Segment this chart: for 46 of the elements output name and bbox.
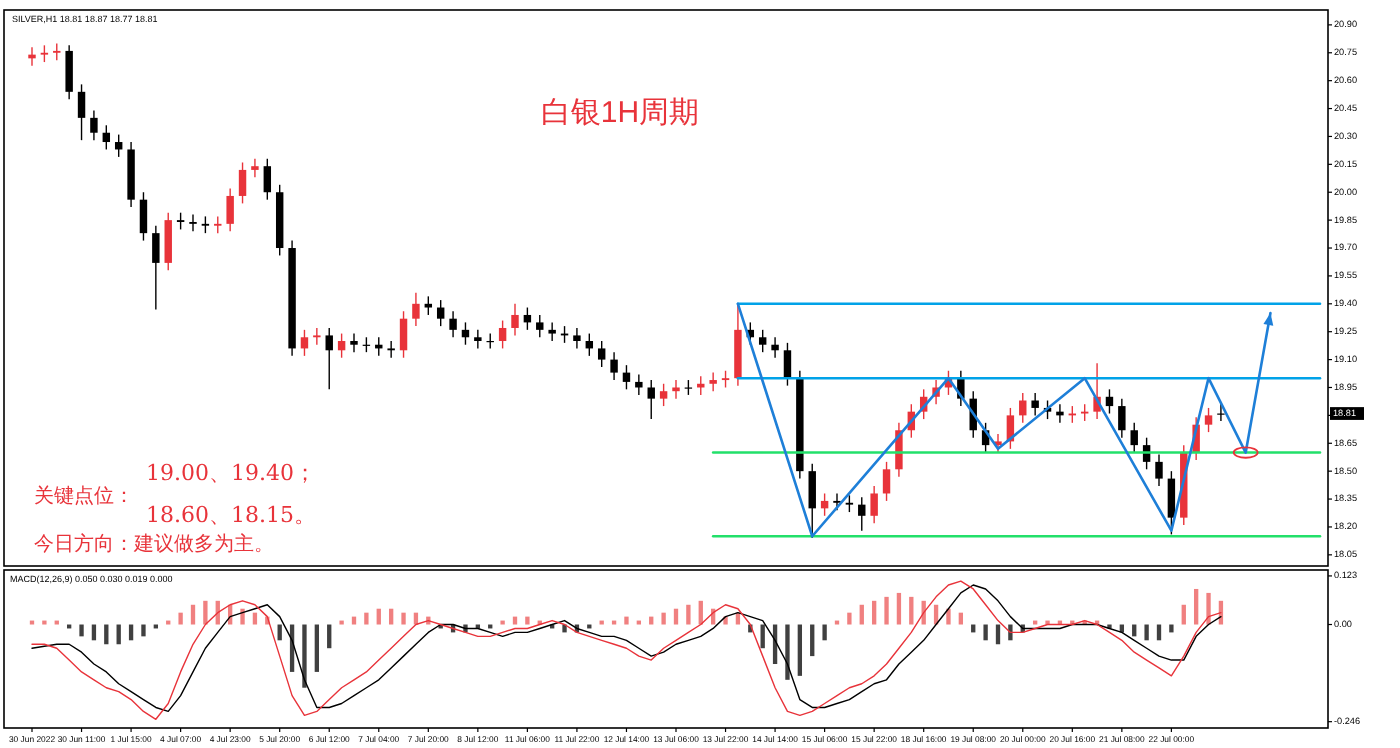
bar — [178, 612, 183, 625]
bar — [871, 600, 877, 625]
bar — [649, 616, 654, 625]
bar — [376, 608, 381, 625]
bar — [1181, 604, 1186, 625]
bar — [958, 612, 964, 625]
bar — [797, 624, 803, 676]
annotation: 19.00、19.40； — [146, 460, 316, 486]
bar — [364, 612, 369, 625]
bar — [686, 604, 691, 625]
bar — [252, 612, 258, 625]
bar — [141, 624, 146, 637]
bar — [673, 608, 679, 625]
bar — [624, 616, 629, 625]
bar — [388, 608, 394, 625]
bar — [810, 624, 815, 657]
bar — [190, 604, 196, 625]
bar — [785, 624, 790, 680]
bar — [512, 616, 518, 625]
bar — [1008, 624, 1013, 641]
bar — [909, 596, 914, 625]
text: 白银1H周期 — [540, 96, 700, 130]
bar — [859, 604, 864, 625]
bar — [946, 608, 951, 625]
bar — [896, 592, 902, 625]
bar — [1206, 592, 1211, 625]
annotation: 18.60、18.15。 — [146, 502, 316, 528]
bar — [302, 624, 307, 688]
bar — [983, 624, 988, 641]
annotation: 今日方向：建议做多为主。 — [34, 532, 274, 556]
line-series — [736, 302, 1272, 538]
bar — [351, 616, 357, 625]
bar — [79, 624, 84, 637]
bar — [203, 600, 208, 625]
bar — [661, 612, 666, 625]
bar — [314, 624, 320, 672]
bar — [401, 612, 406, 625]
bar — [847, 612, 852, 625]
annotation: 关键点位： — [34, 484, 134, 508]
bar — [822, 624, 827, 641]
bar — [240, 608, 245, 625]
bar — [1193, 588, 1199, 625]
bar — [1169, 624, 1174, 633]
bar — [884, 596, 889, 625]
bar — [525, 616, 530, 625]
bar — [1144, 624, 1149, 641]
